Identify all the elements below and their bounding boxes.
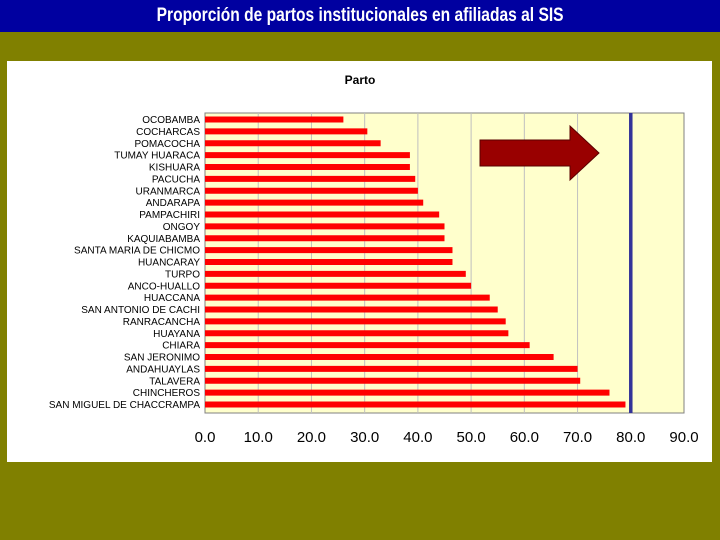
category-label: SAN JERONIMO xyxy=(124,353,200,364)
category-label: ANCO-HUALLO xyxy=(128,281,200,292)
category-label: RANRACANCHA xyxy=(123,317,201,328)
x-tick-label: 40.0 xyxy=(403,429,432,446)
x-tick-labels: 0.0 10.0 20.0 30.0 40.0 50.0 60.0 70.0 80.0 90.0 xyxy=(195,429,699,446)
bar xyxy=(205,247,453,254)
category-label: ONGOY xyxy=(163,222,201,233)
category-label: KAQUIABAMBA xyxy=(127,234,200,245)
x-tick-label: 80.0 xyxy=(616,429,645,446)
x-tick-label: 70.0 xyxy=(563,429,592,446)
x-tick-label: 0.0 xyxy=(195,429,216,446)
category-label: URANMARCA xyxy=(136,186,201,197)
bar xyxy=(205,318,506,325)
category-label: ANDAHUAYLAS xyxy=(126,364,200,375)
bar xyxy=(205,306,498,313)
bar xyxy=(205,365,578,372)
title-bar: Proporción de partos institucionales en … xyxy=(0,0,720,32)
category-label: COCHARCAS xyxy=(136,127,200,138)
category-label: HUAYANA xyxy=(153,329,200,340)
bar xyxy=(205,354,554,360)
category-label: TALAVERA xyxy=(149,376,200,387)
x-tick-label: 20.0 xyxy=(297,429,326,446)
category-label: HUACCANA xyxy=(144,293,200,304)
grid-lines xyxy=(257,113,632,413)
bar xyxy=(205,211,440,218)
bar xyxy=(205,116,344,123)
chart-title: Parto xyxy=(345,73,376,87)
x-tick-label: 60.0 xyxy=(510,429,539,446)
category-label: SANTA MARIA DE CHICMO xyxy=(74,246,200,257)
bar xyxy=(205,164,410,170)
arrow-annotation xyxy=(479,124,600,182)
bar xyxy=(205,389,610,396)
category-label: OCOBAMBA xyxy=(142,115,200,126)
bars xyxy=(205,116,626,408)
bar xyxy=(205,140,381,147)
category-label: HUANCARAY xyxy=(138,258,200,269)
bar xyxy=(205,342,530,349)
category-label: PAMPACHIRI xyxy=(139,210,200,221)
x-tick-label: 50.0 xyxy=(457,429,486,446)
category-label: CHINCHEROS xyxy=(133,388,201,399)
chart-panel: Parto OCOBAMBA COCHARCAS POMACOCHA TUMAY HU… xyxy=(7,61,712,462)
bar xyxy=(205,235,445,242)
x-tick-label: 10.0 xyxy=(244,429,273,446)
bar xyxy=(205,294,490,301)
x-tick-label: 90.0 xyxy=(669,429,698,446)
category-label: SAN MIGUEL DE CHACCRAMPA xyxy=(49,400,200,411)
bar xyxy=(205,128,368,135)
bar xyxy=(205,330,509,337)
category-label: SAN ANTONIO DE CACHI xyxy=(81,305,200,316)
category-label: KISHUARA xyxy=(149,163,200,174)
category-label: POMACOCHA xyxy=(134,139,200,150)
slide-title: Proporción de partos institucionales en … xyxy=(156,5,564,26)
category-label: ANDARAPA xyxy=(146,198,201,209)
category-label: PACUCHA xyxy=(152,174,200,185)
bar xyxy=(205,223,445,230)
category-label: TUMAY HUARACA xyxy=(114,151,200,162)
bar xyxy=(205,259,453,265)
bar xyxy=(205,175,416,182)
bar xyxy=(205,199,424,206)
category-label: CHIARA xyxy=(162,341,200,352)
bar xyxy=(205,187,418,194)
bar xyxy=(205,377,581,384)
category-label: TURPO xyxy=(165,269,200,280)
bar xyxy=(205,401,626,408)
bar xyxy=(205,152,410,159)
bar xyxy=(205,282,472,289)
arrow-shape xyxy=(479,124,600,182)
bar xyxy=(205,270,466,277)
x-tick-label: 30.0 xyxy=(350,429,379,446)
